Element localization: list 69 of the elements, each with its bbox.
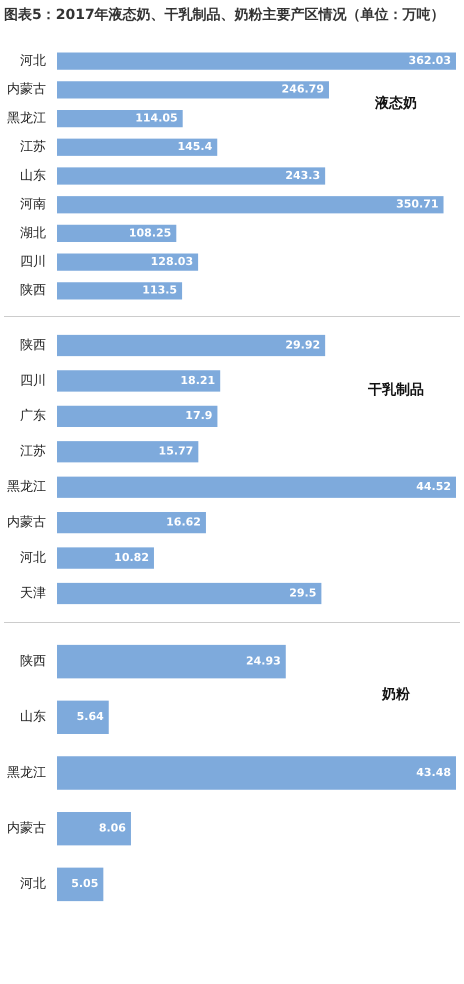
bar [57, 406, 218, 427]
bar [57, 812, 131, 846]
y-tick-label: 河北 [20, 550, 46, 566]
bar [57, 700, 109, 734]
data-label: 17.9 [185, 409, 212, 422]
data-label: 43.48 [416, 766, 451, 779]
data-label: 145.4 [177, 140, 213, 154]
data-label: 44.52 [416, 480, 451, 494]
y-tick-label: 江苏 [20, 444, 46, 460]
bar [57, 110, 183, 128]
y-tick-label: 天津 [20, 586, 46, 601]
bar [57, 81, 329, 98]
bar [57, 167, 326, 185]
data-label: 350.71 [396, 198, 439, 211]
bar [57, 756, 456, 790]
data-label: 29.92 [285, 338, 320, 352]
y-tick-label: 河北 [20, 876, 46, 892]
y-tick-label: 内蒙古 [7, 82, 46, 98]
bar [57, 512, 206, 534]
data-label: 24.93 [246, 654, 281, 668]
bar [57, 441, 198, 462]
data-label: 18.21 [180, 374, 216, 387]
bar [57, 254, 198, 271]
bar [57, 334, 326, 356]
y-tick-label: 内蒙古 [7, 821, 46, 836]
y-tick-label: 山东 [20, 168, 46, 184]
y-tick-label: 四川 [20, 373, 46, 388]
y-tick-label: 广东 [20, 408, 46, 424]
data-label: 16.62 [166, 515, 201, 528]
y-tick-label: 山东 [20, 710, 46, 725]
data-label: 243.3 [285, 168, 320, 182]
y-tick-label: 陕西 [20, 283, 46, 298]
data-label: 5.05 [71, 877, 98, 890]
y-tick-label: 湖北 [20, 226, 46, 241]
annotation: 干乳制品 [367, 382, 424, 398]
y-tick-label: 河南 [20, 197, 46, 212]
y-tick-label: 江苏 [20, 140, 46, 155]
bar [57, 547, 154, 569]
annotation: 液态奶 [374, 94, 417, 112]
data-label: 362.03 [408, 54, 451, 68]
bar [57, 582, 322, 604]
y-tick-label: 陕西 [20, 338, 46, 353]
chart-title: 图表5：2017年液态奶、干乳制品、奶粉主要产区情况（单位：万吨） [4, 6, 446, 25]
bar [57, 644, 286, 678]
bar [57, 52, 456, 70]
data-label: 108.25 [128, 226, 172, 240]
bar [57, 370, 220, 392]
y-tick-label: 河北 [20, 54, 46, 69]
y-tick-label: 黑龙江 [7, 480, 46, 495]
data-label: 29.5 [289, 586, 316, 600]
y-tick-label: 黑龙江 [7, 765, 46, 780]
data-label: 246.79 [282, 82, 324, 96]
y-tick-label: 内蒙古 [7, 515, 46, 530]
data-label: 128.03 [150, 254, 194, 268]
y-tick-label: 黑龙江 [7, 110, 46, 126]
bar [57, 196, 444, 214]
data-label: 10.82 [114, 550, 149, 564]
y-tick-label: 陕西 [20, 654, 46, 670]
data-label: 15.77 [158, 444, 194, 458]
y-tick-label: 四川 [20, 254, 46, 270]
data-label: 8.06 [98, 822, 126, 835]
data-label: 5.64 [76, 710, 104, 724]
data-label: 114.05 [135, 111, 178, 124]
bar [57, 138, 218, 156]
bar [57, 476, 456, 498]
annotation: 奶粉 [381, 686, 411, 703]
bar [57, 868, 104, 902]
data-label: 113.5 [142, 284, 178, 297]
bar [57, 282, 182, 300]
